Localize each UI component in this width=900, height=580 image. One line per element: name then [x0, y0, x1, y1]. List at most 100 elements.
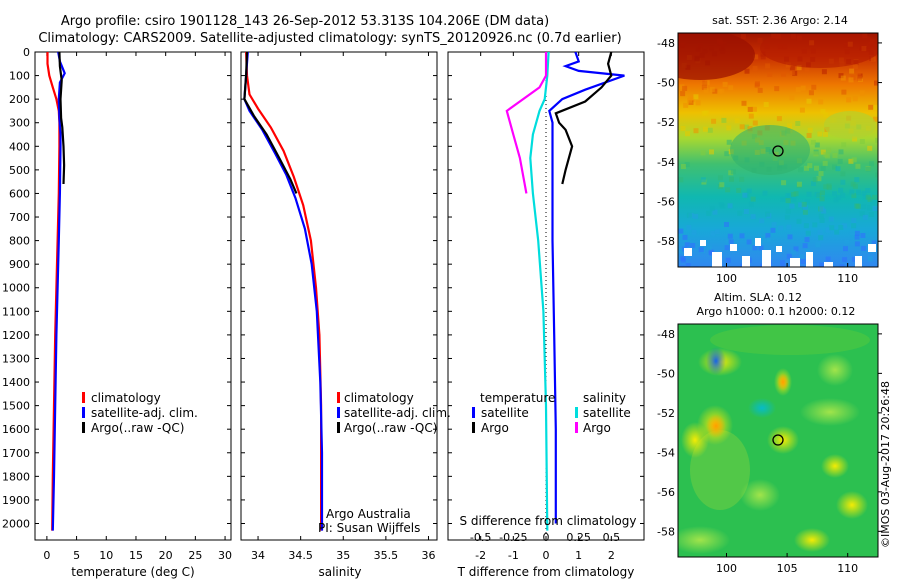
- sst-texture-cell: [812, 177, 818, 183]
- depth-tick-label: 1600: [2, 423, 30, 436]
- x-tick-label: 0: [543, 549, 550, 562]
- sst-texture-cell: [849, 189, 855, 195]
- x-tick-label: -2: [475, 549, 486, 562]
- series-line-satellite-adj-clim-: [243, 52, 324, 531]
- sst-texture-cell: [846, 97, 852, 103]
- sst-texture-cell: [803, 223, 809, 229]
- sst-texture-cell: [795, 121, 801, 126]
- sst-texture-cell: [717, 175, 723, 181]
- sla-map-title: Altim. SLA: 0.12: [714, 291, 802, 304]
- sst-texture-cell: [724, 151, 730, 157]
- depth-tick-label: 900: [9, 258, 30, 271]
- sst-texture-cell: [728, 170, 734, 176]
- legend-swatch: [472, 407, 475, 418]
- sst-texture-cell: [778, 225, 784, 231]
- sst-texture-cell: [814, 142, 820, 148]
- sst-texture-cell: [817, 131, 823, 137]
- salinity-xlabel: salinity: [318, 565, 361, 579]
- s-tick-label: 0.5: [603, 531, 621, 544]
- sst-texture-cell: [819, 218, 825, 223]
- sst-texture-cell: [763, 102, 769, 107]
- sst-texture-cell: [852, 64, 858, 69]
- sst-texture-cell: [698, 247, 704, 253]
- sst-texture-cell: [752, 111, 758, 117]
- salinity-chart: 34 34.5 35 35.5 36: [241, 51, 437, 562]
- sst-texture-cell: [770, 227, 776, 233]
- sst-texture-cell: [867, 145, 873, 151]
- sst-texture-cell: [725, 257, 731, 263]
- sst-texture-cell: [870, 199, 876, 205]
- map-lat-label: -56: [657, 196, 675, 209]
- sst-texture-cell: [739, 124, 745, 130]
- temperature-chart: 0 5 10 15 20 25 30: [35, 51, 232, 562]
- figure-title: Argo profile: csiro 1901128_143 26-Sep-2…: [61, 14, 549, 29]
- x-tick-label: 0: [43, 549, 50, 562]
- sst-texture-cell: [686, 212, 692, 218]
- x-tick-label: 15: [129, 549, 143, 562]
- sst-texture-cell: [737, 210, 743, 216]
- sst-texture-cell: [869, 161, 874, 167]
- series-group: [243, 52, 324, 531]
- sst-texture-cell: [739, 176, 745, 182]
- sst-texture-cell: [711, 118, 717, 124]
- sst-texture-cell: [759, 218, 765, 224]
- sst-texture-cell: [854, 177, 860, 183]
- sst-texture-cell: [825, 227, 831, 233]
- sst-texture-cell: [685, 131, 690, 137]
- sst-texture-cell: [682, 234, 688, 240]
- temperature-xlabel: temperature (deg C): [71, 565, 194, 579]
- temperature-plot-frame: [34, 51, 232, 541]
- sst-texture-cell: [842, 223, 847, 229]
- sst-texture-cell: [729, 176, 734, 182]
- sst-texture-cell: [838, 225, 844, 230]
- sst-texture-cell: [840, 75, 846, 81]
- sst-texture-cell: [861, 204, 867, 210]
- sst-texture-cell: [854, 241, 860, 247]
- sst-texture-cell: [784, 214, 790, 220]
- map-lat-label: -54: [657, 446, 675, 459]
- x-tick-label: 30: [218, 549, 232, 562]
- sst-map-missing-data: [684, 238, 876, 267]
- legend-swatch: [82, 392, 85, 403]
- sst-texture-cell: [874, 80, 878, 86]
- sst-texture-cell: [804, 165, 809, 171]
- sst-texture-cell: [766, 237, 772, 243]
- legend-swatch: [82, 407, 85, 418]
- sst-texture-cell: [796, 181, 802, 187]
- sst-texture-cell: [800, 85, 806, 91]
- sst-texture-cell: [706, 210, 712, 216]
- map-lat-label: -52: [657, 116, 675, 129]
- sst-texture-cell: [786, 253, 792, 259]
- sst-texture-cell: [832, 153, 838, 158]
- map-lon-label: 110: [837, 272, 858, 285]
- sst-texture-cell: [819, 262, 825, 267]
- s-tick-label: 0: [543, 531, 550, 544]
- sst-texture-cell: [712, 209, 718, 215]
- sst-texture-cell: [693, 128, 699, 134]
- sst-texture-cell: [722, 81, 728, 87]
- depth-tick-label: 1100: [2, 305, 30, 318]
- sst-texture-cell: [776, 116, 782, 122]
- legend-swatch: [575, 407, 578, 418]
- sst-texture-cell: [678, 228, 684, 234]
- depth-tick-label: 1900: [2, 494, 30, 507]
- sst-texture-cell: [771, 222, 777, 228]
- sst-texture-cell: [780, 260, 785, 266]
- depth-tick-label: 400: [9, 140, 30, 153]
- sst-texture-cell: [802, 243, 808, 249]
- sst-texture-cell: [688, 95, 694, 101]
- sla-map-frame: [677, 323, 879, 558]
- sst-texture-cell: [680, 164, 686, 169]
- sst-texture-cell: [765, 211, 770, 217]
- legend-swatch: [337, 392, 340, 403]
- sst-texture-cell: [758, 245, 764, 251]
- sst-texture-cell: [868, 104, 874, 110]
- sla-map-ticks: -48 -50 -52 -54 -56 -58 100 105 110: [657, 328, 882, 575]
- sst-texture-cell: [851, 157, 857, 163]
- sst-texture-cell: [865, 188, 871, 193]
- sst-texture-cell: [841, 142, 847, 148]
- x-tick-label: 34: [251, 549, 265, 562]
- sst-texture-cell: [744, 124, 750, 130]
- map-lat-label: -54: [657, 156, 675, 169]
